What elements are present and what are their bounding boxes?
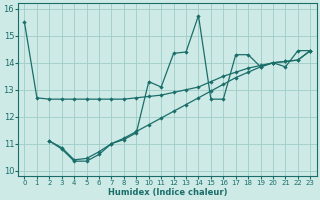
X-axis label: Humidex (Indice chaleur): Humidex (Indice chaleur) [108,188,227,197]
